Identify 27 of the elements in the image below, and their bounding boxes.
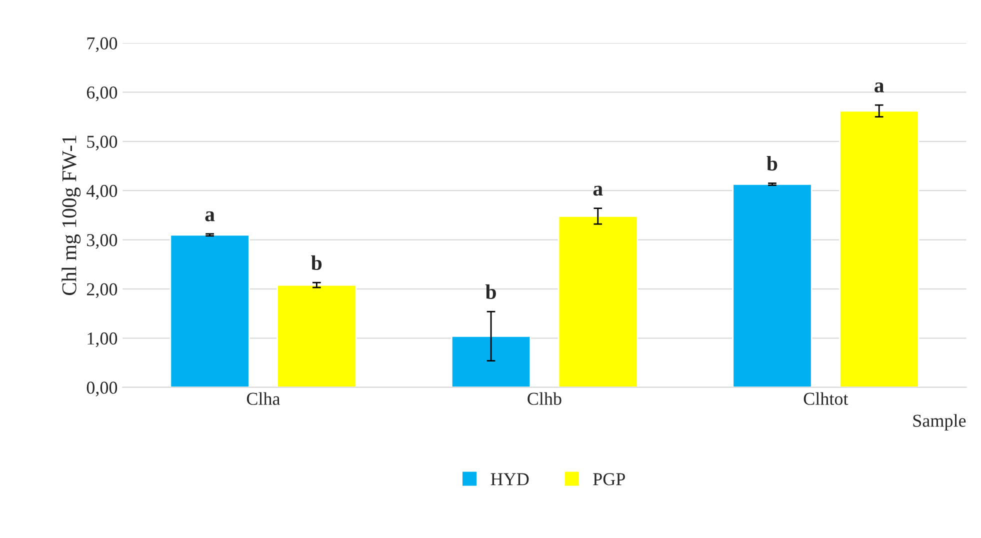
y-tick-label: 5,00 — [87, 136, 118, 150]
x-tick-label: Clhb — [528, 392, 562, 405]
y-tick-label: 0,00 — [86, 382, 118, 396]
y-axis-title: Chl mg 100g FW-1 — [62, 136, 81, 296]
y-tick-label: 2,00 — [86, 283, 118, 298]
bar — [558, 215, 638, 388]
y-tick-label: 7,00 — [87, 37, 118, 52]
x-tick-label: Clha — [246, 392, 280, 405]
y-tick-label: 1,00 — [88, 332, 118, 348]
y-tick-label: 6,00 — [86, 86, 118, 102]
data-label: b — [485, 284, 496, 300]
x-tick-label: Clhtot — [804, 392, 848, 405]
bar — [732, 184, 812, 388]
data-label: a — [593, 186, 603, 196]
x-axis-title: Sample — [913, 414, 966, 431]
data-label: b — [311, 255, 322, 270]
data-label: b — [766, 156, 778, 171]
data-label: a — [874, 82, 884, 92]
bar — [276, 284, 357, 388]
bar — [839, 110, 920, 388]
bar — [170, 234, 250, 388]
bar — [450, 336, 532, 388]
y-tick-label: 4,00 — [86, 184, 118, 200]
data-label: a — [205, 211, 215, 222]
legend-label: HYD — [490, 473, 529, 486]
y-tick-label: 3,00 — [87, 234, 118, 249]
legend-label: PGP — [593, 473, 625, 486]
